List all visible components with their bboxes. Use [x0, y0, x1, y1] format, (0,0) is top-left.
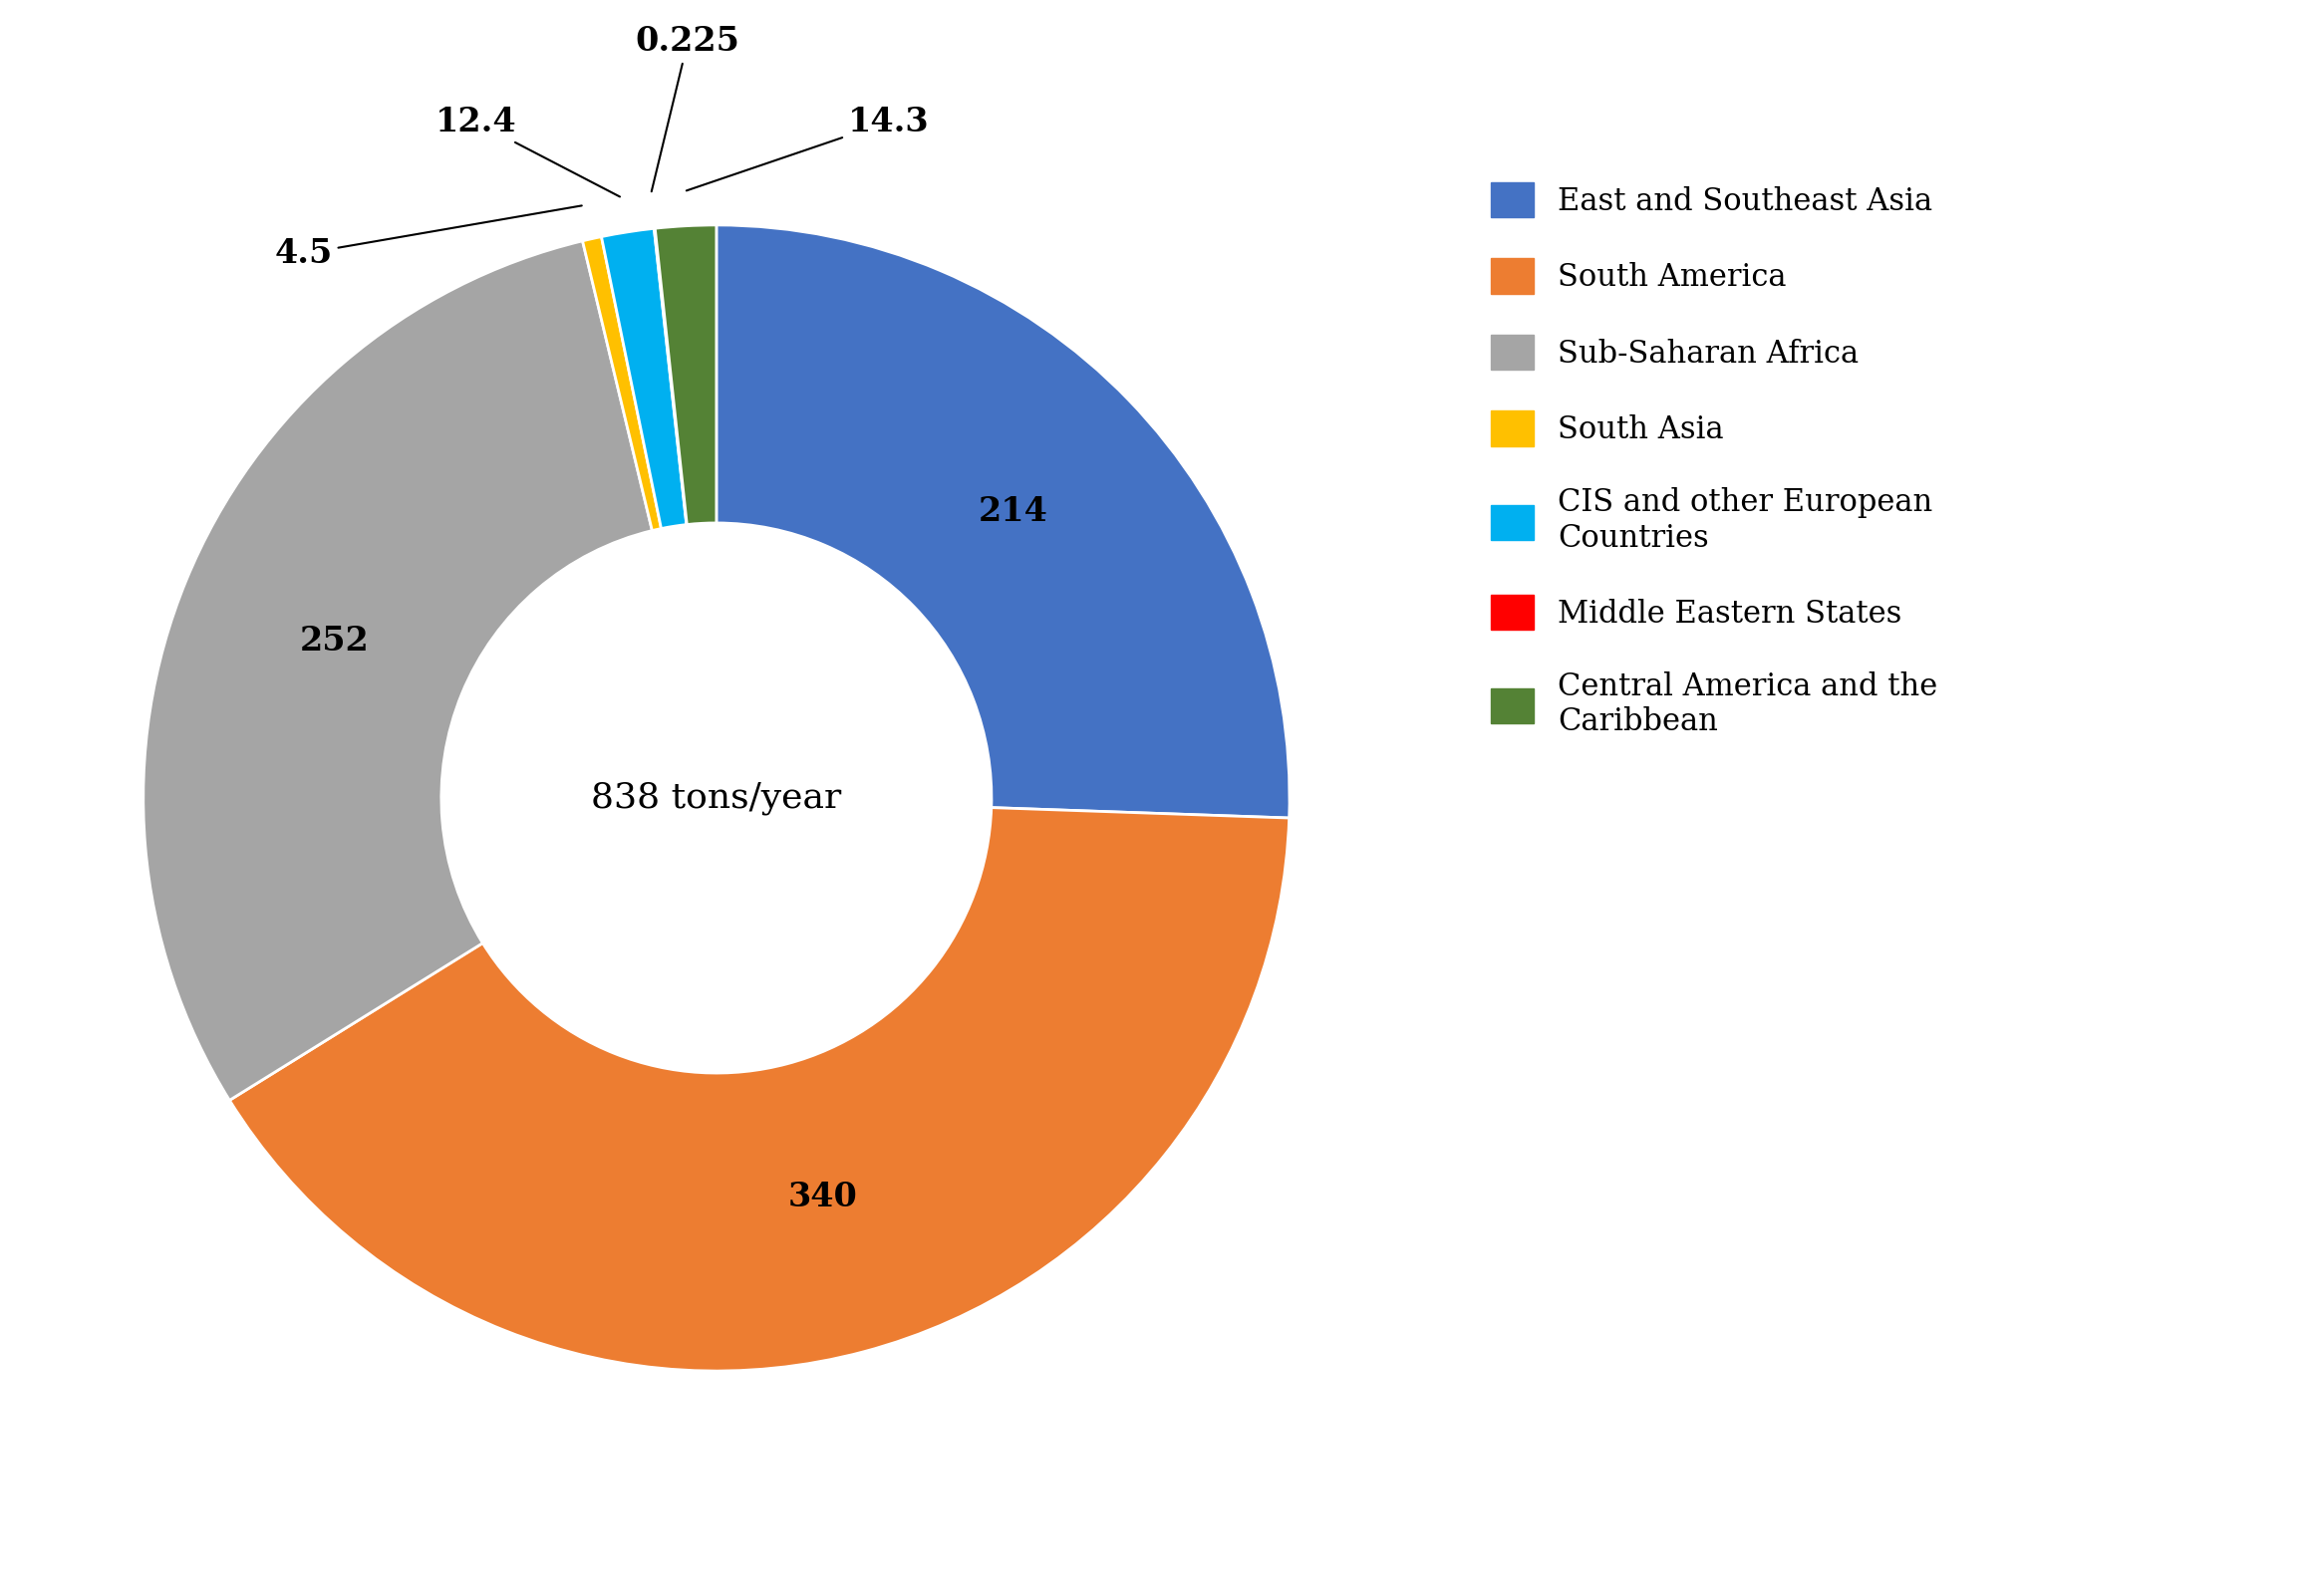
Legend: East and Southeast Asia, South America, Sub-Saharan Africa, South Asia, CIS and : East and Southeast Asia, South America, … [1477, 168, 1953, 753]
Text: 14.3: 14.3 [686, 105, 929, 190]
Text: 0.225: 0.225 [636, 26, 740, 192]
Text: 340: 340 [788, 1179, 857, 1213]
Text: 214: 214 [978, 495, 1049, 528]
Wedge shape [229, 808, 1290, 1371]
Text: 252: 252 [300, 626, 370, 658]
Wedge shape [716, 225, 1290, 819]
Text: 12.4: 12.4 [434, 105, 619, 196]
Text: 4.5: 4.5 [275, 206, 582, 270]
Wedge shape [143, 241, 652, 1100]
Wedge shape [654, 225, 716, 525]
Text: 838 tons/year: 838 tons/year [592, 780, 841, 816]
Wedge shape [601, 228, 686, 528]
Wedge shape [654, 228, 686, 525]
Wedge shape [582, 236, 661, 530]
